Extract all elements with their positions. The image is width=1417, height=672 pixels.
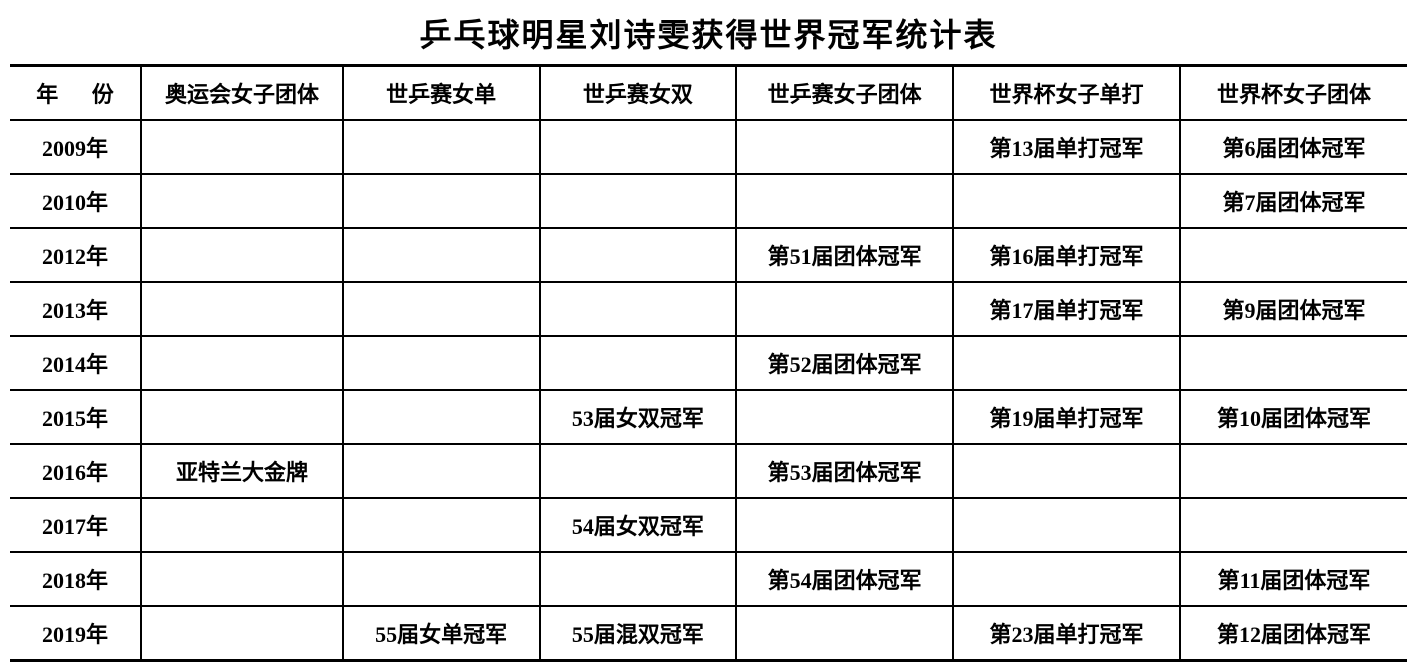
table-row: 2016年 亚特兰大金牌 第53届团体冠军	[10, 444, 1407, 498]
header-wttc-singles: 世乒赛女单	[343, 66, 540, 121]
cell	[141, 552, 343, 606]
header-worldcup-team: 世界杯女子团体	[1180, 66, 1407, 121]
cell: 第10届团体冠军	[1180, 390, 1407, 444]
cell-year: 2019年	[10, 606, 141, 661]
cell: 第7届团体冠军	[1180, 174, 1407, 228]
header-year: 年 份	[10, 66, 141, 121]
cell	[736, 390, 953, 444]
cell	[343, 228, 540, 282]
cell: 55届混双冠军	[540, 606, 737, 661]
cell	[141, 120, 343, 174]
cell	[953, 444, 1180, 498]
cell-year: 2014年	[10, 336, 141, 390]
cell	[1180, 498, 1407, 552]
header-wttc-doubles: 世乒赛女双	[540, 66, 737, 121]
table-row: 2010年 第7届团体冠军	[10, 174, 1407, 228]
cell	[141, 336, 343, 390]
cell-year: 2013年	[10, 282, 141, 336]
cell: 第9届团体冠军	[1180, 282, 1407, 336]
cell-year: 2016年	[10, 444, 141, 498]
cell	[343, 444, 540, 498]
cell	[736, 498, 953, 552]
cell: 亚特兰大金牌	[141, 444, 343, 498]
cell	[141, 174, 343, 228]
cell	[736, 174, 953, 228]
cell	[343, 552, 540, 606]
cell: 第16届单打冠军	[953, 228, 1180, 282]
cell	[141, 228, 343, 282]
cell: 第13届单打冠军	[953, 120, 1180, 174]
table-row: 2015年 53届女双冠军 第19届单打冠军 第10届团体冠军	[10, 390, 1407, 444]
cell	[736, 120, 953, 174]
cell: 第53届团体冠军	[736, 444, 953, 498]
table-row: 2018年 第54届团体冠军 第11届团体冠军	[10, 552, 1407, 606]
cell-year: 2010年	[10, 174, 141, 228]
cell	[540, 174, 737, 228]
cell	[141, 390, 343, 444]
table-row: 2017年 54届女双冠军	[10, 498, 1407, 552]
cell-year: 2009年	[10, 120, 141, 174]
header-row: 年 份 奥运会女子团体 世乒赛女单 世乒赛女双 世乒赛女子团体 世界杯女子单打 …	[10, 66, 1407, 121]
cell	[953, 336, 1180, 390]
cell	[953, 174, 1180, 228]
cell: 第6届团体冠军	[1180, 120, 1407, 174]
cell	[1180, 444, 1407, 498]
cell-year: 2015年	[10, 390, 141, 444]
cell: 54届女双冠军	[540, 498, 737, 552]
cell-year: 2017年	[10, 498, 141, 552]
cell	[1180, 336, 1407, 390]
table-row: 2012年 第51届团体冠军 第16届单打冠军	[10, 228, 1407, 282]
table-row: 2014年 第52届团体冠军	[10, 336, 1407, 390]
cell	[540, 336, 737, 390]
cell: 第51届团体冠军	[736, 228, 953, 282]
cell	[736, 282, 953, 336]
header-olympic-team: 奥运会女子团体	[141, 66, 343, 121]
header-wttc-team: 世乒赛女子团体	[736, 66, 953, 121]
cell: 53届女双冠军	[540, 390, 737, 444]
cell	[343, 174, 540, 228]
cell	[141, 282, 343, 336]
cell: 第52届团体冠军	[736, 336, 953, 390]
cell: 第19届单打冠军	[953, 390, 1180, 444]
championship-table: 年 份 奥运会女子团体 世乒赛女单 世乒赛女双 世乒赛女子团体 世界杯女子单打 …	[10, 64, 1407, 662]
cell: 第17届单打冠军	[953, 282, 1180, 336]
table-container: 乒乓球明星刘诗雯获得世界冠军统计表 年 份 奥运会女子团体 世乒赛女单 世乒赛女…	[10, 10, 1407, 662]
cell	[540, 282, 737, 336]
table-row: 2019年 55届女单冠军 55届混双冠军 第23届单打冠军 第12届团体冠军	[10, 606, 1407, 661]
table-row: 2009年 第13届单打冠军 第6届团体冠军	[10, 120, 1407, 174]
cell	[540, 552, 737, 606]
cell: 第23届单打冠军	[953, 606, 1180, 661]
cell	[343, 336, 540, 390]
cell	[343, 498, 540, 552]
header-worldcup-singles: 世界杯女子单打	[953, 66, 1180, 121]
cell	[736, 606, 953, 661]
cell	[343, 120, 540, 174]
cell: 55届女单冠军	[343, 606, 540, 661]
cell: 第54届团体冠军	[736, 552, 953, 606]
cell	[540, 120, 737, 174]
cell	[343, 282, 540, 336]
cell	[953, 552, 1180, 606]
cell	[141, 498, 343, 552]
cell	[540, 228, 737, 282]
cell: 第12届团体冠军	[1180, 606, 1407, 661]
cell	[343, 390, 540, 444]
table-row: 2013年 第17届单打冠军 第9届团体冠军	[10, 282, 1407, 336]
cell: 第11届团体冠军	[1180, 552, 1407, 606]
cell-year: 2018年	[10, 552, 141, 606]
table-body: 2009年 第13届单打冠军 第6届团体冠军 2010年 第7届团体冠军 201…	[10, 120, 1407, 661]
cell	[1180, 228, 1407, 282]
cell	[141, 606, 343, 661]
table-title: 乒乓球明星刘诗雯获得世界冠军统计表	[10, 10, 1407, 56]
cell	[540, 444, 737, 498]
cell	[953, 498, 1180, 552]
cell-year: 2012年	[10, 228, 141, 282]
